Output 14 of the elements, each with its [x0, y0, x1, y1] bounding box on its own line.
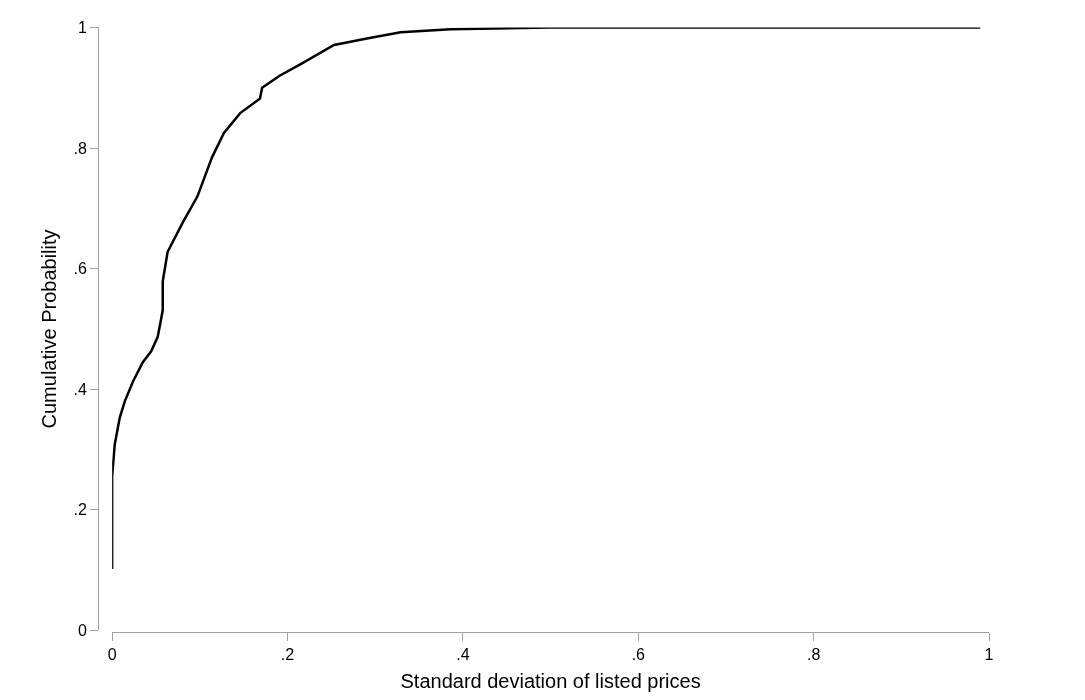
x-tick-label: 1 — [984, 645, 994, 663]
y-tick-label: 1 — [78, 19, 88, 37]
x-tick-label: 0 — [107, 645, 117, 663]
x-tick-label: .6 — [631, 645, 646, 663]
x-tick-label: .2 — [280, 645, 295, 663]
y-tick-label: .6 — [73, 260, 88, 278]
x-tick-label: .4 — [456, 645, 470, 663]
y-tick-label: .4 — [73, 380, 88, 398]
y-tick-label: .8 — [73, 139, 88, 157]
y-tick-label: 0 — [78, 622, 88, 640]
x-tick-label: .8 — [807, 645, 821, 663]
y-axis-title: Cumulative Probability — [38, 229, 61, 429]
y-tick-label: .2 — [73, 501, 88, 519]
x-axis-title: Standard deviation of listed prices — [400, 670, 701, 693]
